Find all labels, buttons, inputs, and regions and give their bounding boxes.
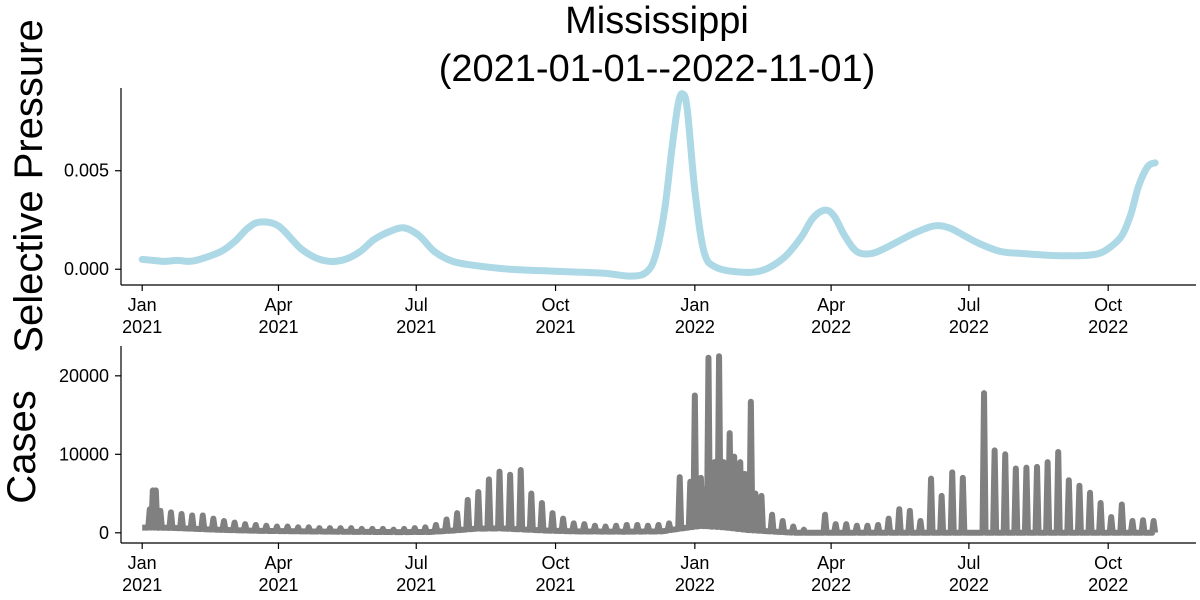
chart-title-line1: Mississippi [565, 0, 749, 42]
top-x-tick-label-month: Jul [957, 295, 980, 315]
bottom-x-tick-label-year: 2021 [396, 575, 436, 595]
bottom-x-tick-label-year: 2021 [122, 575, 162, 595]
bottom-x-tick-label-year: 2022 [949, 575, 989, 595]
bottom-y-tick-label: 10000 [59, 444, 109, 464]
selective-pressure-panel: 0.0000.005 Jan2021Apr2021Jul2021Oct2021J… [7, 19, 1196, 353]
top-y-axis-title: Selective Pressure [7, 19, 51, 352]
top-x-tick-label-year: 2021 [258, 317, 298, 337]
chart-title-line2: (2021-01-01--2022-11-01) [439, 48, 876, 90]
bottom-x-tick-label-year: 2021 [258, 575, 298, 595]
bottom-x-tick-label-month: Jan [680, 553, 709, 573]
top-x-tick-label-year: 2022 [949, 317, 989, 337]
bottom-x-tick-label-year: 2022 [811, 575, 851, 595]
top-x-tick-label-year: 2022 [811, 317, 851, 337]
bottom-x-tick-label-month: Jul [405, 553, 428, 573]
bottom-y-tick-label: 20000 [59, 366, 109, 386]
bottom-x-tick-label-month: Jul [957, 553, 980, 573]
top-x-tick-label-year: 2022 [675, 317, 715, 337]
top-y-tick-label: 0.005 [64, 161, 109, 181]
top-x-tick-label-year: 2021 [536, 317, 576, 337]
top-x-tick-label-month: Jan [128, 295, 157, 315]
top-x-tick-label-year: 2021 [122, 317, 162, 337]
top-x-tick-label-month: Oct [542, 295, 570, 315]
top-x-tick-label-month: Apr [264, 295, 292, 315]
bottom-x-tick-label-month: Apr [264, 553, 292, 573]
bottom-x-tick-label-year: 2022 [1088, 575, 1128, 595]
bottom-x-tick-label-year: 2022 [675, 575, 715, 595]
top-x-tick-label-year: 2022 [1088, 317, 1128, 337]
top-x-tick-label-year: 2021 [396, 317, 436, 337]
selective-pressure-line [138, 90, 1159, 280]
bottom-y-tick-label: 0 [99, 523, 109, 543]
top-x-tick-label-month: Jan [680, 295, 709, 315]
top-y-tick-label: 0.000 [64, 259, 109, 279]
top-x-tick-label-month: Jul [405, 295, 428, 315]
top-x-tick-label-month: Apr [817, 295, 845, 315]
bottom-x-tick-label-month: Jan [128, 553, 157, 573]
bottom-x-tick-label-month: Oct [542, 553, 570, 573]
bottom-x-tick-label-year: 2021 [536, 575, 576, 595]
bottom-x-tick-label-month: Oct [1094, 553, 1122, 573]
bottom-y-axis-title: Cases [0, 390, 44, 503]
top-x-tick-label-month: Oct [1094, 295, 1122, 315]
bottom-x-tick-label-month: Apr [817, 553, 845, 573]
cases-line [140, 353, 1159, 536]
